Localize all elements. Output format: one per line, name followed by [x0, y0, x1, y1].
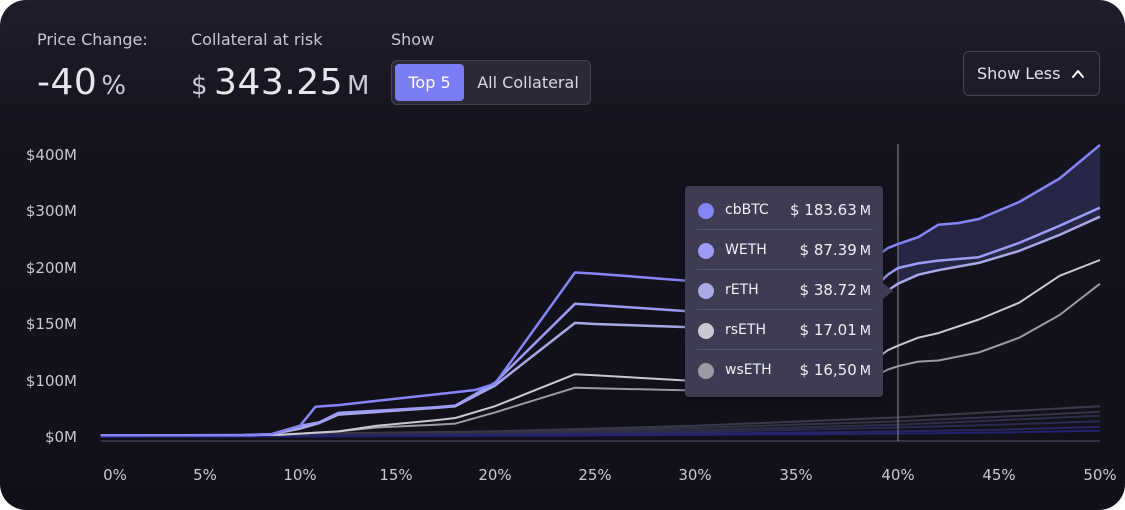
tooltip-value: $ 87.39 M	[799, 241, 872, 259]
cbbtc-dot	[698, 203, 714, 219]
y-tick-label: $0M	[45, 428, 77, 446]
chevron-up-icon	[1071, 52, 1085, 113]
collateral-currency: $	[191, 71, 209, 101]
tooltip-value: $ 38.72 M	[799, 281, 872, 299]
price-change-value: -40%	[37, 62, 127, 103]
weth-dot	[698, 243, 714, 259]
tooltip-row-rseth: rsETH $ 17.01 M	[685, 310, 883, 350]
reth-dot	[698, 283, 714, 299]
collateral-label: Collateral at risk	[191, 30, 323, 49]
tooltip-name: cbBTC	[725, 202, 769, 218]
wseth-dot	[698, 363, 714, 379]
x-tick-label: 30%	[678, 466, 711, 484]
tooltip-name: rsETH	[725, 322, 766, 338]
tooltip-pointer	[883, 283, 893, 299]
y-tick-label: $400M	[26, 146, 77, 164]
collateral-unit: M	[347, 71, 370, 101]
tooltip-name: rETH	[725, 282, 759, 298]
series-line-cbbtc	[100, 143, 1101, 437]
collateral-number: 343.25	[214, 62, 344, 103]
tooltip-value: $ 16,50 M	[799, 361, 872, 379]
background-series-line	[100, 410, 1101, 437]
x-tick-label: 25%	[578, 466, 611, 484]
price-change-number: -40	[37, 62, 98, 103]
x-tick-label: 0%	[103, 466, 127, 484]
collateral-toggle: Top 5 All Collateral	[391, 60, 591, 105]
tooltip: cbBTC $ 183.63 M WETH $ 87.39 M rETH $ 38.…	[685, 186, 883, 397]
x-tick-label: 45%	[982, 466, 1015, 484]
x-tick-label: 15%	[379, 466, 412, 484]
background-series-line	[100, 429, 1101, 438]
tooltip-value: $ 183.63 M	[789, 201, 871, 219]
y-tick-label: $100M	[26, 372, 77, 390]
tooltip-name: WETH	[725, 242, 767, 258]
tooltip-divider	[697, 229, 873, 230]
tooltip-row-weth: WETH $ 87.39 M	[685, 230, 883, 270]
tooltip-divider	[697, 349, 873, 350]
tooltip-row-cbbtc: cbBTC $ 183.63 M	[685, 190, 883, 230]
y-tick-label: $200M	[26, 259, 77, 277]
tooltip-name: wsETH	[725, 362, 772, 378]
show-label: Show	[391, 30, 435, 49]
series-line-rseth	[100, 259, 1101, 437]
y-tick-label: $300M	[26, 202, 77, 220]
x-tick-label: 10%	[283, 466, 316, 484]
tooltip-row-reth: rETH $ 38.72 M	[685, 270, 883, 310]
collateral-value: $343.25 M	[191, 62, 370, 103]
x-tick-label: 40%	[881, 466, 914, 484]
tooltip-row-wseth: wsETH $ 16,50 M	[685, 350, 883, 390]
toggle-all-collateral[interactable]: All Collateral	[477, 73, 579, 92]
y-tick-label: $150M	[26, 315, 77, 333]
rseth-dot	[698, 323, 714, 339]
tooltip-divider	[697, 309, 873, 310]
x-tick-label: 5%	[193, 466, 217, 484]
tooltip-value: $ 17.01 M	[799, 321, 872, 339]
cbbtc-area-fill	[898, 144, 1100, 284]
x-tick-label: 20%	[478, 466, 511, 484]
show-less-label: Show Less	[977, 64, 1061, 83]
x-tick-label: 50%	[1083, 466, 1116, 484]
price-change-label: Price Change:	[37, 30, 148, 49]
toggle-top-5[interactable]: Top 5	[395, 64, 464, 101]
x-tick-label: 35%	[779, 466, 812, 484]
price-change-unit: %	[101, 71, 127, 101]
show-less-button[interactable]: Show Less	[963, 51, 1100, 96]
tooltip-divider	[697, 269, 873, 270]
